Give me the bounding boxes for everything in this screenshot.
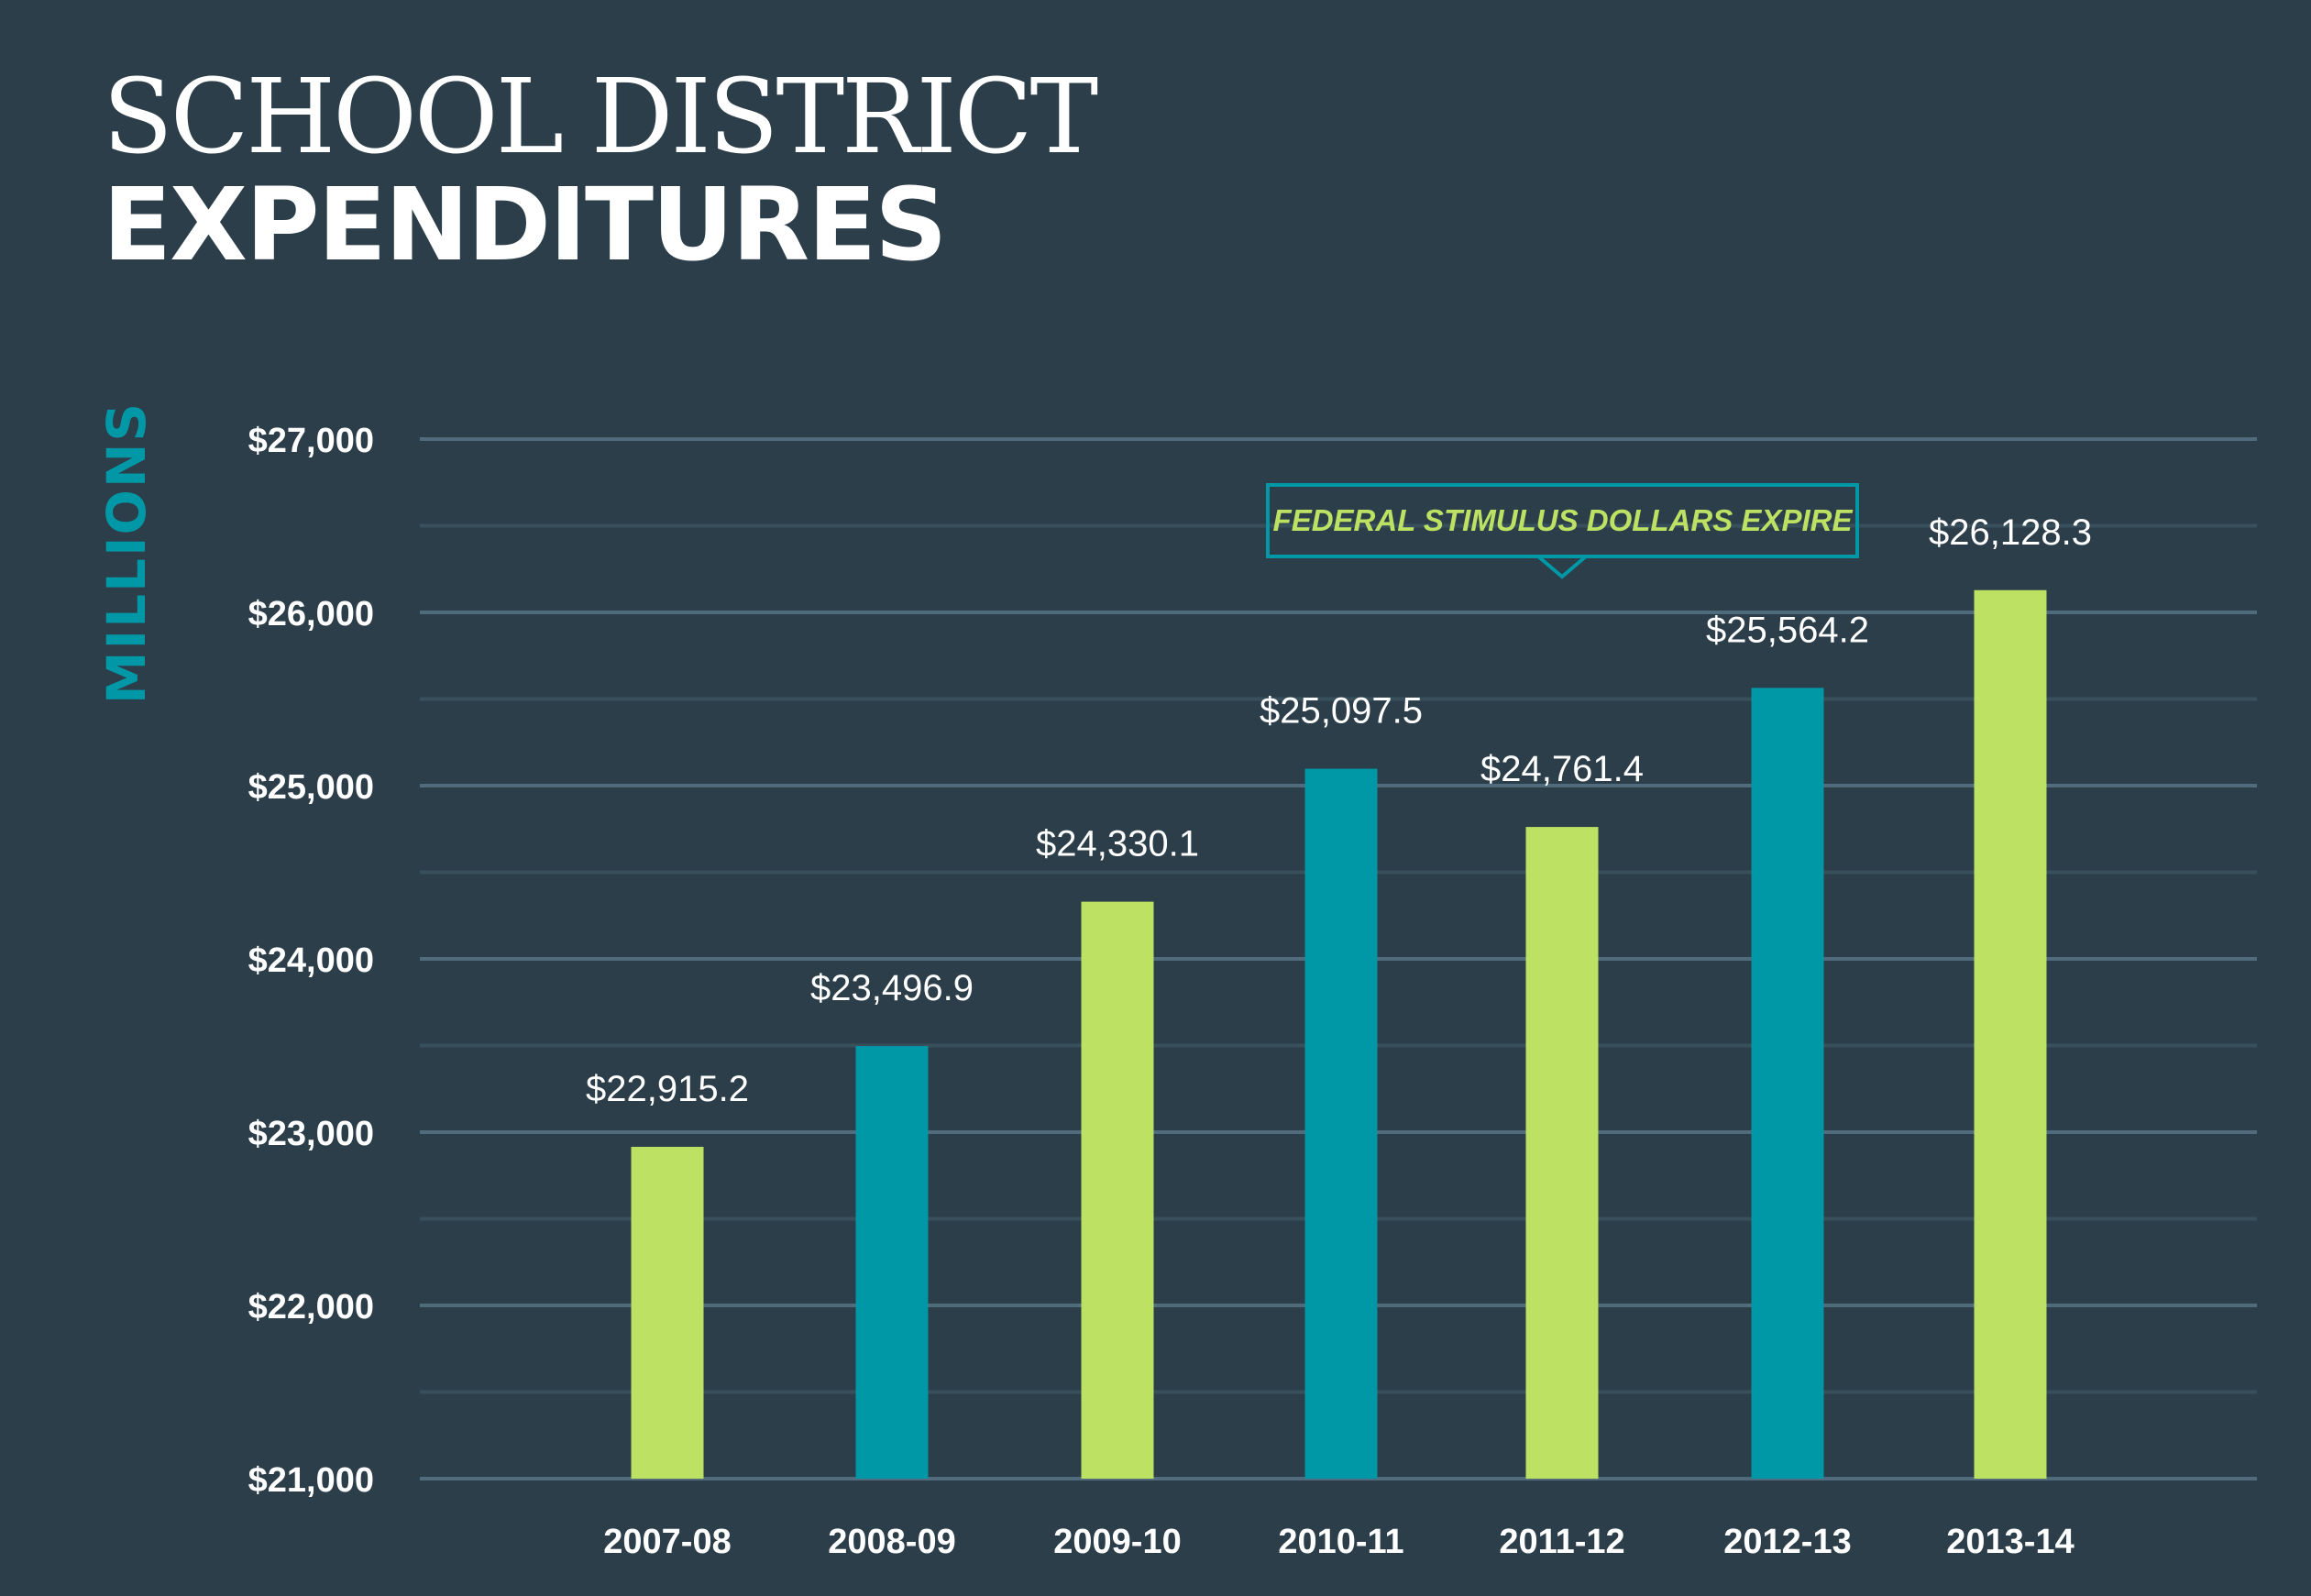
chart-title-line2: EXPENDITURES — [103, 166, 947, 283]
y-tick-label: $25,000 — [248, 768, 374, 807]
annotation-text: FEDERAL STIMULUS DOLLARS EXPIRE — [1272, 503, 1853, 537]
data-label: $25,097.5 — [1260, 691, 1423, 732]
callout-pointer — [1536, 555, 1588, 579]
x-tick-label: 2008-09 — [828, 1523, 955, 1561]
data-label: $24,761.4 — [1480, 749, 1644, 789]
y-tick-label: $21,000 — [248, 1461, 374, 1500]
bar-2010-11 — [1304, 768, 1378, 1479]
bar-2009-10 — [1081, 901, 1154, 1479]
data-label: $26,128.3 — [1929, 512, 2092, 553]
y-tick-label: $23,000 — [248, 1115, 374, 1153]
chart-title-line1: SCHOOL DISTRICT — [103, 58, 1098, 177]
y-tick-label: $26,000 — [248, 595, 374, 633]
x-tick-label: 2013-14 — [1946, 1523, 2074, 1561]
y-tick-label: $22,000 — [248, 1288, 374, 1326]
x-tick-label: 2009-10 — [1053, 1523, 1181, 1561]
annotation-callout: FEDERAL STIMULUS DOLLARS EXPIRE — [1266, 483, 1859, 558]
bar-2013-14 — [1974, 589, 2047, 1479]
data-label: $24,330.1 — [1036, 824, 1199, 864]
x-tick-label: 2012-13 — [1723, 1523, 1851, 1561]
y-tick-label: $24,000 — [248, 941, 374, 980]
data-label: $25,564.2 — [1706, 610, 1869, 650]
data-label: $22,915.2 — [586, 1069, 749, 1109]
data-label: $23,496.9 — [810, 968, 974, 1008]
y-tick-label: $27,000 — [248, 422, 374, 460]
bar-2011-12 — [1525, 827, 1599, 1479]
x-tick-label: 2010-11 — [1278, 1523, 1403, 1561]
bar-2008-09 — [855, 1046, 929, 1479]
x-tick-label: 2011-12 — [1499, 1523, 1624, 1561]
x-tick-label: 2007-08 — [603, 1523, 731, 1561]
bar-2007-08 — [631, 1147, 704, 1479]
bar-2012-13 — [1751, 688, 1824, 1479]
